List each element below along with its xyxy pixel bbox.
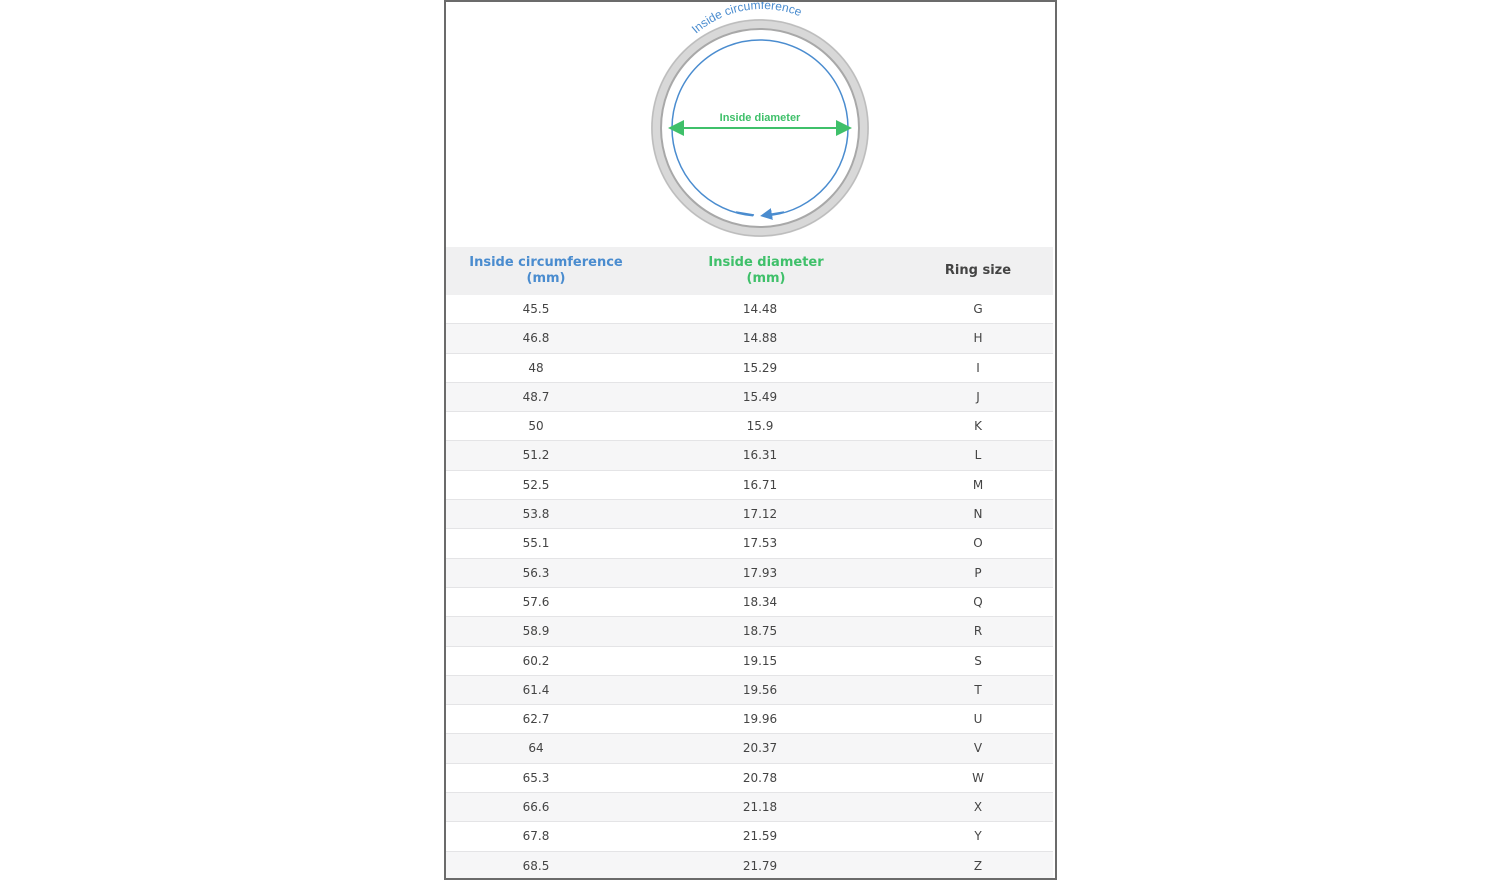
table-row: 55.1 17.53 O — [446, 529, 1053, 559]
cell-circumference: 48 — [528, 360, 544, 375]
cell-ring-size: X — [973, 800, 983, 815]
cell-ring-size: H — [973, 331, 983, 346]
cell-diameter: 18.34 — [742, 594, 778, 609]
cell-diameter: 17.12 — [742, 507, 778, 522]
table-row: 48 15.29 I — [446, 354, 1053, 383]
table-row: 50 15.9 K — [446, 412, 1053, 442]
cell-diameter: 16.71 — [742, 477, 778, 492]
cell-ring-size: I — [976, 360, 980, 375]
table-row: 45.5 14.48 G — [446, 295, 1053, 325]
cell-circumference: 67.8 — [522, 829, 550, 844]
cell-diameter: 15.29 — [742, 360, 778, 375]
cell-circumference: 45.5 — [522, 302, 550, 316]
table-row: 62.7 19.96 U — [446, 705, 1053, 735]
table-row: 53.8 17.12 N — [446, 500, 1053, 530]
cell-diameter: 14.88 — [742, 331, 778, 346]
table-row: 66.6 21.18 X — [446, 793, 1053, 823]
cell-ring-size: U — [973, 712, 983, 727]
cell-circumference: 58.9 — [522, 624, 550, 639]
cell-diameter: 20.37 — [742, 741, 778, 756]
cell-ring-size: J — [976, 389, 980, 404]
cell-circumference: 51.2 — [522, 448, 550, 463]
cell-ring-size: V — [973, 741, 983, 756]
ring-image — [651, 19, 869, 237]
cell-ring-size: Q — [973, 594, 983, 609]
cell-ring-size: M — [972, 477, 984, 492]
cell-diameter: 16.31 — [742, 448, 778, 463]
cell-circumference: 66.6 — [522, 800, 550, 815]
cell-circumference: 53.8 — [522, 507, 550, 522]
cell-circumference: 61.4 — [522, 682, 550, 697]
cell-ring-size: G — [973, 302, 983, 316]
cell-ring-size: L — [974, 448, 982, 463]
cell-circumference: 57.6 — [522, 594, 550, 609]
table-row: 61.4 19.56 T — [446, 675, 1053, 706]
cell-circumference: 55.1 — [522, 536, 550, 551]
cell-circumference: 64 — [528, 741, 544, 756]
table-row: 48.7 15.49 J — [446, 382, 1053, 413]
cell-ring-size: T — [974, 682, 982, 697]
cell-ring-size: P — [974, 565, 982, 580]
table-row: 67.8 21.59 Y — [446, 822, 1053, 852]
cell-diameter: 15.49 — [742, 389, 778, 404]
table-row: 57.6 18.34 Q — [446, 588, 1053, 618]
cell-circumference: 56.3 — [522, 565, 550, 580]
cell-ring-size: K — [974, 419, 982, 434]
table-row: 51.2 16.31 L — [446, 441, 1053, 471]
header-inside-circumference: Inside circumference (mm) — [469, 255, 623, 286]
table-row: 58.9 18.75 R — [446, 617, 1053, 647]
cell-circumference: 50 — [528, 419, 544, 434]
cell-circumference: 48.7 — [522, 389, 550, 404]
ring-diagram: Inside diameter Inside circumference — [446, 2, 1055, 247]
table-row: 52.5 16.71 M — [446, 471, 1053, 501]
cell-ring-size: Y — [974, 829, 982, 844]
cell-circumference: 65.3 — [522, 770, 550, 785]
header-inside-diameter: Inside diameter (mm) — [708, 255, 824, 286]
cell-ring-size: R — [973, 624, 983, 639]
cell-diameter: 21.59 — [742, 829, 778, 844]
cell-diameter: 21.79 — [742, 858, 778, 873]
cell-circumference: 60.2 — [522, 653, 550, 668]
cell-ring-size: W — [972, 770, 984, 785]
cell-diameter: 18.75 — [742, 624, 778, 639]
cell-diameter: 20.78 — [742, 770, 778, 785]
cell-circumference: 62.7 — [522, 712, 550, 727]
table-row: 56.3 17.93 P — [446, 558, 1053, 588]
cell-diameter: 14.48 — [742, 302, 778, 316]
table-row: 60.2 19.15 S — [446, 647, 1053, 676]
cell-diameter: 19.56 — [742, 682, 778, 697]
cell-ring-size: O — [973, 536, 983, 551]
cell-diameter: 15.9 — [746, 419, 774, 434]
cell-diameter: 19.15 — [742, 653, 778, 668]
cell-ring-size: S — [974, 653, 982, 668]
circumference-arrows — [735, 212, 785, 215]
cell-circumference: 52.5 — [522, 477, 550, 492]
cell-ring-size: Z — [973, 858, 983, 873]
table-row: 68.5 21.79 Z — [446, 851, 1053, 878]
cell-circumference: 46.8 — [522, 331, 550, 346]
table-header: Inside circumference (mm) Inside diamete… — [446, 247, 1053, 295]
table-body: 45.5 14.48 G 46.8 14.88 H 48 15.29 I 48.7 15.49 J 50… — [446, 295, 1053, 878]
table-row: 46.8 14.88 H — [446, 324, 1053, 354]
header-ring-size: Ring size — [944, 263, 1012, 278]
cell-ring-size: N — [973, 507, 983, 522]
table-row: 64 20.37 V — [446, 734, 1053, 764]
cell-diameter: 19.96 — [742, 712, 778, 727]
cell-diameter: 17.53 — [742, 536, 778, 551]
cell-diameter: 21.18 — [742, 800, 778, 815]
cell-circumference: 68.5 — [522, 858, 550, 873]
table-row: 65.3 20.78 W — [446, 764, 1053, 794]
ring-size-chart: Inside diameter Inside circumference Ins… — [444, 0, 1057, 880]
cell-diameter: 17.93 — [742, 565, 778, 580]
inside-diameter-label: Inside diameter — [720, 112, 801, 124]
